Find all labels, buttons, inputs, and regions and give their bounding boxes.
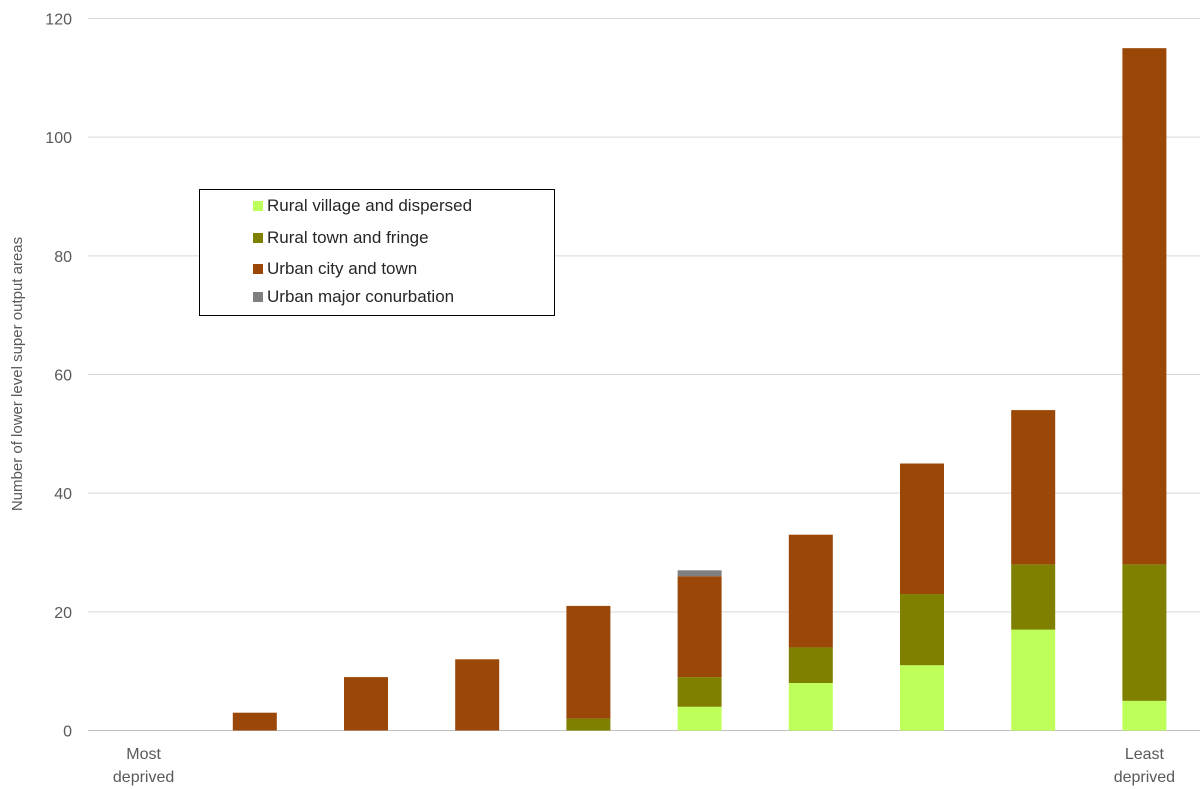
bar-segment-4-series-2 <box>455 659 500 731</box>
y-tick-label: 120 <box>45 12 72 29</box>
y-tick-label: 60 <box>54 368 72 385</box>
legend-label: Urban city and town <box>267 259 418 278</box>
y-tick-label: 40 <box>54 486 72 503</box>
y-tick-label: 100 <box>45 130 72 147</box>
bar-segment-8-series-2 <box>900 463 944 595</box>
bar-segment-10-series-1 <box>1122 564 1167 701</box>
bar-segment-8-series-1 <box>900 594 944 666</box>
bar-segment-6-series-3 <box>677 570 722 577</box>
bar-segment-9-series-0 <box>1011 629 1056 731</box>
legend-swatch-urban-city <box>253 264 263 274</box>
y-tick-label: 0 <box>63 724 72 741</box>
bar-segment-6-series-0 <box>677 706 722 731</box>
bar-segment-10-series-2 <box>1122 48 1167 565</box>
legend-swatch-rural-village <box>253 201 263 211</box>
x-tick-labels: Most deprived Least deprived <box>113 746 1175 786</box>
bar-segment-2-series-2 <box>232 712 277 731</box>
legend-item-urban-major: Urban major conurbation <box>253 287 454 307</box>
x-tick-label: Least deprived <box>1114 746 1175 786</box>
legend-item-rural-village: Rural village and dispersed <box>253 196 472 216</box>
legend-swatch-urban-major <box>253 292 263 302</box>
x-tick-label: Most deprived <box>113 746 174 786</box>
bar-segment-10-series-0 <box>1122 700 1167 731</box>
bar-segment-9-series-1 <box>1011 564 1056 630</box>
bar-segment-9-series-2 <box>1011 410 1056 565</box>
legend-label: Rural town and fringe <box>267 228 429 247</box>
y-axis-label: Number of lower level super output areas <box>9 237 26 511</box>
bar-segment-8-series-0 <box>900 665 944 731</box>
bar-segment-3-series-2 <box>344 677 388 731</box>
bar-segment-7-series-2 <box>788 534 833 648</box>
y-tick-labels: 0 20 40 60 80 100 120 <box>45 12 72 741</box>
bars <box>232 48 1167 731</box>
legend-swatch-rural-town <box>253 233 263 243</box>
legend-item-rural-town: Rural town and fringe <box>253 228 429 248</box>
y-tick-label: 20 <box>54 605 72 622</box>
bar-segment-5-series-1 <box>566 718 611 731</box>
y-tick-label: 80 <box>54 249 72 266</box>
bar-segment-7-series-1 <box>788 647 833 684</box>
bar-segment-7-series-0 <box>788 683 833 731</box>
bar-segment-5-series-2 <box>566 605 611 719</box>
legend: Rural village and dispersed Rural town a… <box>199 189 555 316</box>
legend-label: Rural village and dispersed <box>267 196 473 215</box>
legend-item-urban-city: Urban city and town <box>253 259 417 279</box>
bar-segment-6-series-2 <box>677 576 722 678</box>
bar-segment-6-series-1 <box>677 677 722 707</box>
legend-label: Urban major conurbation <box>267 287 455 306</box>
